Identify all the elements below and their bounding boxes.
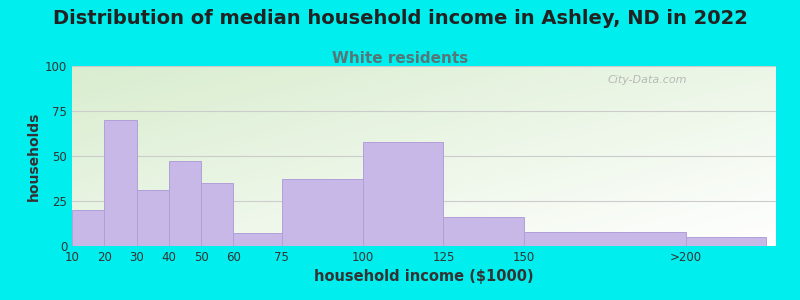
- Bar: [234, 233, 282, 246]
- Bar: [169, 161, 201, 246]
- Bar: [443, 217, 524, 246]
- Bar: [104, 120, 137, 246]
- Bar: [282, 179, 362, 246]
- Text: White residents: White residents: [332, 51, 468, 66]
- Bar: [201, 183, 234, 246]
- Bar: [362, 142, 443, 246]
- Bar: [137, 190, 169, 246]
- Text: Distribution of median household income in Ashley, ND in 2022: Distribution of median household income …: [53, 9, 747, 28]
- Bar: [686, 237, 766, 246]
- Y-axis label: households: households: [26, 111, 41, 201]
- Bar: [524, 232, 686, 246]
- Bar: [72, 210, 104, 246]
- Text: City-Data.com: City-Data.com: [607, 75, 686, 85]
- X-axis label: household income ($1000): household income ($1000): [314, 269, 534, 284]
